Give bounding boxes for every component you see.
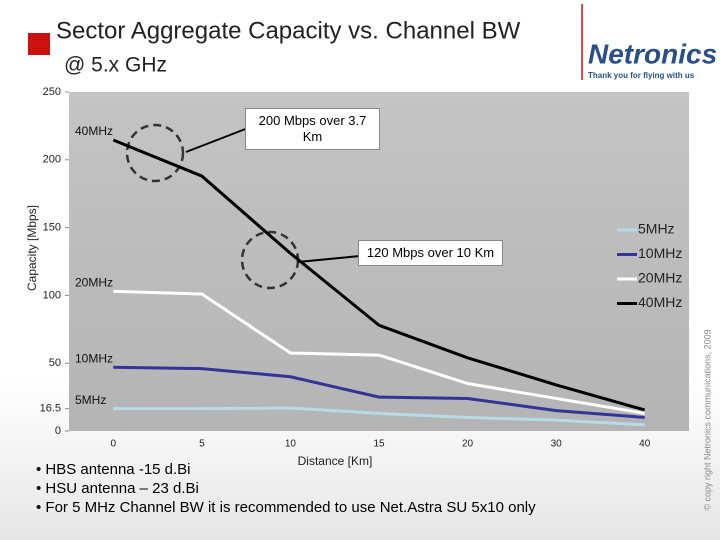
y-tick-label: 150 [43,222,61,234]
x-tick-label: 5 [199,439,205,450]
y-tick-label: 50 [49,357,61,369]
y-tick-label: 100 [43,289,61,301]
series-label: 5MHz [75,393,106,407]
callout: 200 Mbps over 3.7 Km [245,108,380,150]
series-label: 40MHz [75,124,113,138]
highlight-circle [125,123,185,183]
logo-name: Netronics [588,38,717,69]
bullet-list: • HBS antenna -15 d.Bi • HSU antenna – 2… [36,460,536,517]
legend-label: 20MHz [638,270,682,286]
chart-title: Sector Aggregate Capacity vs. Channel BW [56,17,521,44]
x-tick-label: 0 [111,439,117,450]
series-line [113,365,645,419]
bullet: • HBS antenna -15 d.Bi [36,461,191,478]
series-line [112,138,646,412]
y-tick-label: 16.5 [40,403,61,415]
bullet: • HSU antenna – 23 d.Bi [36,480,199,497]
legend-label: 40MHz [638,294,682,310]
x-axis-label: Distance [Km] [298,454,373,468]
series-line [113,289,645,415]
legend-label: 10MHz [638,245,682,261]
logo-tagline: Thank you for flying with us [588,71,695,80]
series-line [113,406,645,427]
callout-arrow [185,127,249,153]
x-tick-label: 40 [639,439,651,450]
x-tick-label: 10 [285,439,297,450]
x-tick-label: 20 [462,439,474,450]
bullet: • For 5 MHz Channel BW it is recommended… [36,499,536,516]
copyright: © copy right Netronics communications, 2… [702,329,712,510]
chart-subtitle: @ 5.x GHz [64,54,167,77]
callout-arrow [297,255,361,263]
callout: 120 Mbps over 10 Km [358,240,503,266]
x-tick-label: 15 [373,439,385,450]
y-tick-label: 250 [43,86,61,98]
x-tick-label: 30 [551,439,563,450]
title-marker [28,33,50,55]
y-tick-label: 200 [43,154,61,166]
legend-label: 5MHz [638,221,675,237]
y-tick-label: 0 [55,425,61,437]
series-label: 10MHz [75,351,113,365]
series-label: 20MHz [75,276,113,290]
y-axis-label: Capacity [Mbps] [25,205,39,291]
